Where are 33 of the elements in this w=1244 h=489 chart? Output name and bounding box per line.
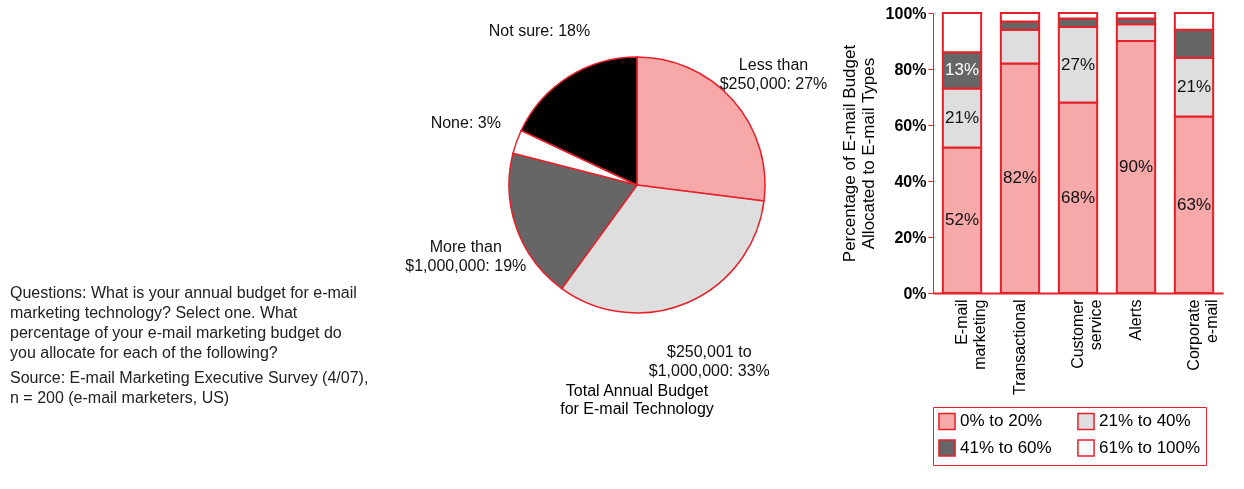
y-tick-label: 100% [885,4,927,22]
slice-label: More than $1,000,000: 19% [405,237,527,274]
y-tick-label: 60% [894,116,927,134]
data-label: 82% [1002,168,1038,188]
slice-label: $250,001 to $1,000,000: 33% [648,343,770,380]
legend-label: 21% to 40% [1099,411,1191,431]
legend-label: 0% to 20% [960,411,1043,431]
data-label: 68% [1060,187,1096,207]
y-tick-label: 40% [894,172,927,190]
x-tick-label: Alerts [1127,299,1144,341]
legend-label: 41% to 60% [960,438,1052,457]
data-label: 27% [1060,54,1096,74]
x-tick-label: Transactional [1011,299,1028,395]
data-label: 21% [944,108,980,127]
data-label: 90% [1118,157,1154,176]
data-label: 21% [1176,77,1212,97]
data-label: 13% [944,60,980,80]
slice-label: Not sure: 18% [488,22,591,40]
y-axis-title: Percentage of E-mail Budget Allocated to E-mail Types [839,44,878,263]
slice-label: None: 3% [430,114,501,132]
y-tick-label: 80% [894,60,927,78]
text: Total Annual Budget for E-mail Technology [560,382,714,418]
legend-label: 61% to 100% [1099,438,1201,457]
y-tick-label: 0% [903,284,927,302]
x-tick-label: E-mail marketing [953,299,988,370]
text: Questions: What is your annual budget for e-mail marketing technology? Select one. What percentage of your e-mail marketing budget do you allocate for each of the following? [10,283,358,363]
data-label: 63% [1176,194,1212,214]
x-tick-label: Customer service [1069,298,1104,369]
source-note: Source: E-mail Marketing Executive Survey (4/07), n = 200 (e-mail marketers, US) [10,368,370,408]
y-tick-label: 20% [894,228,927,246]
data-label: 52% [944,210,980,230]
slice-label: Less than $250,000: 27% [719,55,828,92]
x-tick-label: Corporate e-mail [1185,299,1220,371]
